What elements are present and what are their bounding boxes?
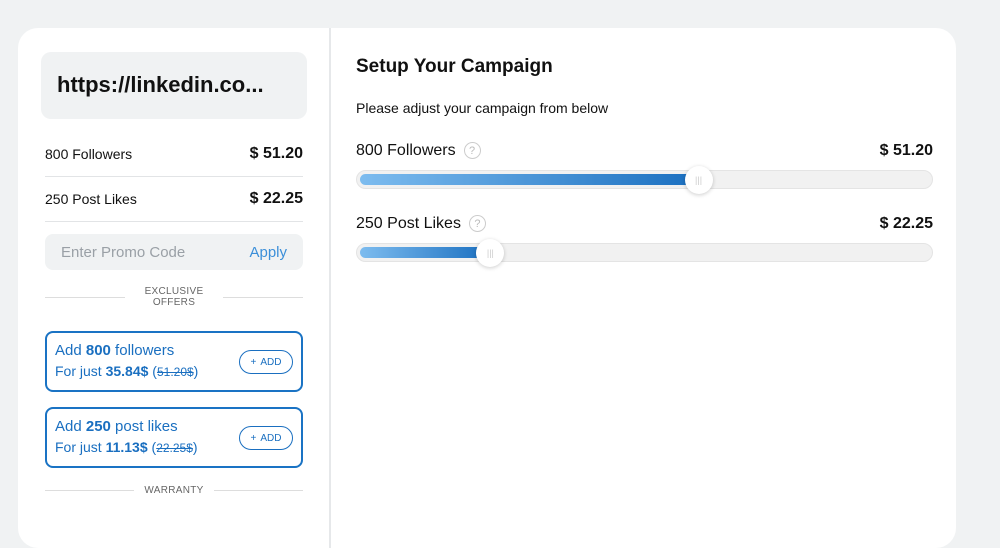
apply-button[interactable]: Apply bbox=[249, 243, 287, 261]
offer-text: Add bbox=[55, 418, 86, 435]
divider-label: OFFERS bbox=[152, 297, 196, 308]
followers-slider[interactable]: ||| bbox=[356, 166, 933, 194]
plus-icon: + bbox=[250, 432, 257, 444]
offer-price: 35.84$ bbox=[105, 363, 149, 379]
offer-text: For just bbox=[55, 439, 106, 455]
divider-label: EXCLUSIVE bbox=[144, 286, 204, 297]
help-icon[interactable]: ? bbox=[468, 215, 486, 233]
offer-text: For just bbox=[55, 363, 106, 379]
divider-label: WARRANTY bbox=[144, 485, 204, 496]
slider-fill bbox=[360, 174, 699, 185]
page-title: Setup Your Campaign bbox=[356, 56, 553, 77]
slider-fill bbox=[360, 247, 491, 258]
slider-thumb[interactable]: ||| bbox=[684, 166, 713, 194]
offer-qty: 250 bbox=[85, 418, 111, 435]
item-price: $ 22.25 bbox=[249, 190, 303, 207]
slider-thumb[interactable]: ||| bbox=[476, 239, 505, 267]
plus-icon: + bbox=[250, 356, 257, 368]
slider-price: $ 51.20 bbox=[879, 142, 933, 159]
page-subtitle: Please adjust your campaign from below bbox=[356, 100, 609, 116]
likes-slider[interactable]: ||| bbox=[356, 239, 933, 267]
add-offer-button[interactable]: + ADD bbox=[239, 350, 293, 374]
exclusive-offers-divider: EXCLUSIVE OFFERS bbox=[45, 286, 303, 308]
add-offer-button[interactable]: + ADD bbox=[239, 426, 293, 450]
warranty-divider: WARRANTY bbox=[45, 485, 303, 496]
old-price: 22.25$ bbox=[156, 441, 193, 455]
promo-code-input[interactable]: Enter Promo Code Apply bbox=[45, 234, 303, 270]
add-label: ADD bbox=[260, 356, 282, 368]
order-item: 250 Post Likes $ 22.25 bbox=[45, 177, 303, 222]
campaign-card: https://linkedin.co... 800 Followers $ 51… bbox=[18, 28, 956, 548]
offer-text: post likes bbox=[110, 418, 178, 435]
slider-label: 250 Post Likes bbox=[356, 215, 461, 232]
item-price: $ 51.20 bbox=[249, 145, 303, 162]
slider-price: $ 22.25 bbox=[879, 215, 933, 232]
item-label: 800 Followers bbox=[45, 146, 133, 162]
offer-card: Add 250 post likes For just 11.13$ (22.2… bbox=[45, 407, 303, 468]
likes-slider-group: 250 Post Likes? $ 22.25 ||| bbox=[356, 215, 933, 267]
slider-label: 800 Followers bbox=[356, 142, 456, 159]
offer-text: Add bbox=[55, 342, 86, 359]
offer-card: Add 800 followers For just 35.84$ (51.20… bbox=[45, 331, 303, 392]
order-summary: https://linkedin.co... 800 Followers $ 51… bbox=[18, 28, 331, 548]
offer-text: followers bbox=[110, 342, 175, 359]
order-item: 800 Followers $ 51.20 bbox=[45, 132, 303, 177]
offer-price: 11.13$ bbox=[105, 439, 148, 455]
offer-qty: 800 bbox=[85, 342, 111, 359]
add-label: ADD bbox=[260, 432, 282, 444]
promo-placeholder[interactable]: Enter Promo Code bbox=[61, 243, 186, 261]
item-label: 250 Post Likes bbox=[45, 191, 137, 207]
old-price: 51.20$ bbox=[156, 365, 194, 379]
profile-url: https://linkedin.co... bbox=[41, 52, 307, 119]
help-icon[interactable]: ? bbox=[463, 142, 481, 160]
followers-slider-group: 800 Followers? $ 51.20 ||| bbox=[356, 142, 933, 194]
